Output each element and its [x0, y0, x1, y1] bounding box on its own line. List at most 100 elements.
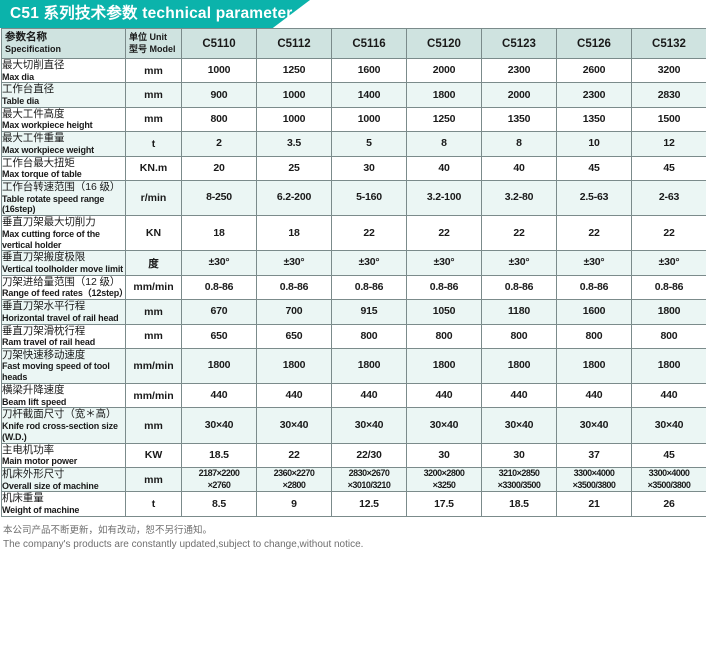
cell-c5110: 650: [181, 323, 257, 349]
cell-c5110: 0.8-86: [181, 274, 257, 301]
cell-c5132: 30×40: [631, 407, 706, 444]
header-model-c5116: C5116: [331, 28, 407, 59]
cell-c5110: 8.5: [181, 491, 257, 517]
row-specification-en: Range of feed rates（12step）: [2, 288, 128, 299]
cell-c5126: 22: [556, 215, 632, 252]
row-specification-zh: 垂直刀架搬度极限: [2, 251, 86, 264]
cell-c5110: 8-250: [181, 179, 257, 217]
header-specification: 参数名称 Specification: [1, 28, 126, 59]
cell-c5132: 45: [631, 155, 706, 181]
technical-parameter-table: 参数名称 Specification 单位 Unit 型号 Model C511…: [1, 28, 706, 517]
cell-c5132: ±30°: [631, 250, 706, 276]
cell-c5120: 17.5: [406, 491, 482, 517]
row-specification: 工作台转速范围（16 级） Table rotate speed range (1…: [1, 179, 126, 217]
row-unit: r/min: [125, 179, 182, 217]
cell-c5112: 9: [256, 491, 332, 517]
banner-shape: [0, 0, 310, 28]
table-row: 最大工件重量 Max workpiece weight t 2 3.5 5 8 8 10 12: [1, 131, 706, 157]
cell-c5132: 3300×4000 ×3500/3800: [631, 467, 706, 493]
row-unit: mm/min: [125, 347, 182, 385]
table-row: 工作台转速范围（16 级） Table rotate speed range (1…: [1, 179, 706, 217]
row-specification-zh: 刀杆截面尺寸（宽＊高）: [2, 408, 117, 421]
header-specification-en: Specification: [5, 44, 62, 55]
header-model-c5120: C5120: [406, 28, 482, 59]
row-specification: 垂直刀架滑枕行程 Ram travel of rail head: [1, 323, 126, 349]
table-row: 横梁升降速度 Beam lift speed mm/min 440 440 440 440 4…: [1, 383, 706, 409]
cell-c5112: 30×40: [256, 407, 332, 444]
row-specification-zh: 最大工件高度: [2, 107, 65, 120]
header-model: 型号 Model: [129, 43, 176, 54]
header-row: 参数名称 Specification 单位 Unit 型号 Model C511…: [1, 28, 706, 59]
cell-c5120: 30: [406, 442, 482, 469]
footer-note-zh: 本公司产品不断更新，如有改动，恕不另行通知。: [3, 524, 213, 536]
cell-c5123: 30: [481, 442, 557, 469]
row-specification-zh: 垂直刀架滑枕行程: [2, 324, 86, 337]
cell-c5110: 18: [181, 215, 257, 252]
cell-c5126: 3300×4000 ×3500/3800: [556, 467, 632, 493]
cell-c5112: 25: [256, 155, 332, 181]
row-specification: 垂直刀架搬度极限 Vertical toolholder move limit: [1, 250, 126, 276]
row-specification: 刀杆截面尺寸（宽＊高） Knife rod cross-section size …: [1, 407, 126, 444]
cell-c5110: 18.5: [181, 442, 257, 469]
header-model-c5126: C5126: [556, 28, 632, 59]
table-row: 机床外形尺寸 Overall size of machine mm 2187×2200…: [1, 467, 706, 493]
cell-c5112: 650: [256, 323, 332, 349]
cell-c5116: 1000: [331, 106, 407, 133]
cell-c5123: 40: [481, 155, 557, 181]
row-specification-zh: 最大工件重量: [2, 132, 65, 145]
row-unit: mm: [125, 323, 182, 349]
cell-c5126: 30×40: [556, 407, 632, 444]
cell-c5132: 1500: [631, 106, 706, 133]
cell-c5110: 440: [181, 383, 257, 409]
row-specification: 垂直刀架水平行程 Horizontal travel of rail head: [1, 299, 126, 325]
row-unit: mm: [125, 407, 182, 444]
cell-c5120: 1050: [406, 299, 482, 325]
cell-c5116: 2830×2670 ×3010/3210: [331, 467, 407, 493]
row-specification-zh: 主电机功率: [2, 443, 54, 456]
row-unit: mm: [125, 467, 182, 493]
row-specification-en: Max dia: [2, 71, 34, 82]
cell-c5112: 1250: [256, 57, 332, 84]
row-specification: 最大工件重量 Max workpiece weight: [1, 131, 126, 157]
footer-note-en: The company's products are constantly up…: [3, 538, 364, 550]
cell-c5123: 800: [481, 323, 557, 349]
cell-c5110: 2: [181, 131, 257, 157]
row-specification: 工作台直径 Table dia: [1, 82, 126, 108]
table-row: 工作台最大扭矩 Max torque of table KN.m 20 25 30 40 40…: [1, 155, 706, 181]
cell-c5120: 1800: [406, 347, 482, 385]
cell-c5110: 30×40: [181, 407, 257, 444]
cell-c5120: 1250: [406, 106, 482, 133]
header-unit: 单位 Unit: [129, 32, 167, 43]
table-body: 最大切削直径 Max dia mm 1000 1250 1600 2000 2300 2600 3…: [1, 57, 706, 517]
cell-c5132: 2830: [631, 82, 706, 108]
cell-c5112: 0.8-86: [256, 274, 332, 301]
cell-c5126: 1350: [556, 106, 632, 133]
cell-c5132: 26: [631, 491, 706, 517]
cell-c5123: 22: [481, 215, 557, 252]
table-row: 垂直刀架滑枕行程 Ram travel of rail head mm 650 650 8…: [1, 323, 706, 349]
cell-c5116: 0.8-86: [331, 274, 407, 301]
cell-c5132: 12: [631, 131, 706, 157]
row-unit: mm: [125, 106, 182, 133]
row-specification: 刀架快速移动速度 Fast moving speed of tool heads: [1, 347, 126, 385]
cell-c5123: 3.2-80: [481, 179, 557, 217]
cell-c5110: 800: [181, 106, 257, 133]
cell-c5110: 670: [181, 299, 257, 325]
table-header: 参数名称 Specification 单位 Unit 型号 Model C511…: [1, 28, 706, 59]
header-model-c5110: C5110: [181, 28, 257, 59]
row-specification-zh: 垂直刀架最大切削力: [2, 216, 96, 229]
cell-c5112: 22: [256, 442, 332, 469]
cell-c5123: 8: [481, 131, 557, 157]
cell-c5126: 440: [556, 383, 632, 409]
row-specification-zh: 横梁升降速度: [2, 384, 65, 397]
table-row: 刀杆截面尺寸（宽＊高） Knife rod cross-section size …: [1, 407, 706, 444]
row-specification-zh: 刀架进给量范围（12 级）: [2, 275, 121, 288]
cell-c5120: 0.8-86: [406, 274, 482, 301]
cell-c5120: 800: [406, 323, 482, 349]
row-specification: 横梁升降速度 Beam lift speed: [1, 383, 126, 409]
table-row: 刀架快速移动速度 Fast moving speed of tool heads m…: [1, 347, 706, 385]
cell-c5116: 1600: [331, 57, 407, 84]
row-specification-en: Max torque of table: [2, 169, 82, 180]
cell-c5123: 30×40: [481, 407, 557, 444]
cell-c5126: 37: [556, 442, 632, 469]
